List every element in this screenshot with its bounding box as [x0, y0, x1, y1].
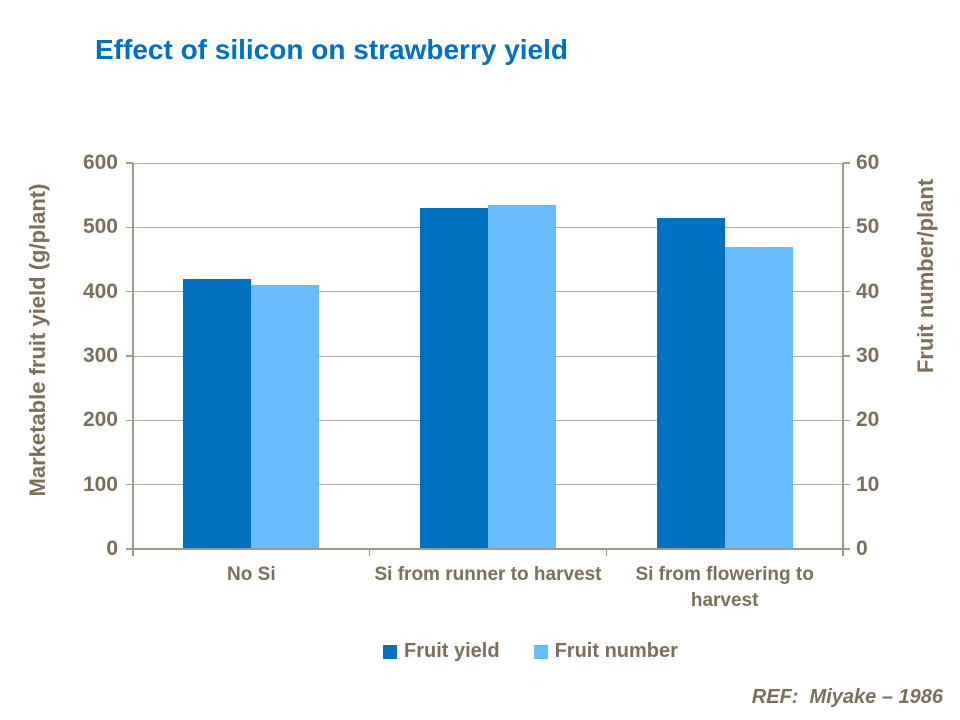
right-axis-tick-label: 30: [856, 344, 880, 367]
legend-label: Fruit yield: [404, 640, 500, 662]
chart-legend: Fruit yield Fruit number: [383, 640, 678, 663]
left-axis-tick-label: 300: [82, 344, 118, 367]
bar-fruit-yield-2: [420, 208, 488, 549]
chart-title: Effect of silicon on strawberry yield: [95, 34, 569, 65]
left-axis-tick: [126, 226, 133, 229]
legend-swatch: [533, 644, 548, 659]
category-label: No Si: [227, 564, 276, 585]
left-axis-tick: [126, 355, 133, 357]
right-axis-tick: [843, 226, 850, 229]
bar-fruit-number-2: [488, 204, 556, 549]
left-axis-tick: [126, 483, 133, 486]
right-axis-tick-label: 40: [856, 279, 880, 303]
right-axis-tick: [843, 548, 850, 550]
axis-left: [132, 163, 134, 556]
bar-fruit-yield-3: [656, 217, 725, 549]
right-axis-tick: [843, 355, 850, 357]
bar-fruit-number-1: [251, 285, 320, 549]
right-axis-tick: [843, 162, 850, 164]
right-axis-tick: [843, 290, 850, 293]
left-axis-tick: [126, 290, 133, 293]
reference-text: REF: Miyake – 1986: [751, 686, 943, 708]
x-axis-tick: [368, 549, 371, 556]
bar-fruit-number-3: [724, 246, 793, 549]
plot-area: 0 0 100 10 200 20 300 30 400 40 500 50 600 60 No Si Si …: [83, 151, 879, 611]
left-axis-tick: [126, 548, 133, 550]
right-axis-tick: [843, 419, 850, 422]
right-axis-tick-label: 20: [856, 408, 880, 432]
axis-right: [842, 163, 844, 556]
category-label: Si from runner to harvest: [374, 564, 602, 585]
right-axis-tick-label: 60: [856, 151, 880, 174]
right-axis-tick-label: 0: [856, 537, 868, 560]
legend-item-fruit-yield: Fruit yield: [383, 640, 500, 663]
right-axis-tick-label: 10: [856, 472, 880, 496]
right-axis-tick: [843, 483, 850, 486]
left-axis-tick-label: 400: [82, 279, 118, 303]
left-axis-tick: [126, 419, 133, 422]
gridline: [133, 162, 843, 164]
axis-bottom: [133, 547, 843, 550]
bar-fruit-yield-1: [183, 278, 252, 549]
left-axis-tick-label: 600: [82, 151, 118, 174]
left-axis-tick-label: 100: [82, 472, 118, 496]
category-label: Si from flowering to harvest: [635, 564, 814, 611]
legend-swatch: [383, 644, 397, 659]
left-axis-title: Marketable fruit yield (g/plant): [25, 183, 50, 497]
left-axis-tick-label: 0: [106, 537, 118, 560]
right-axis-tick-label: 50: [856, 215, 880, 239]
x-axis-tick: [605, 549, 608, 556]
left-axis-tick: [126, 162, 133, 164]
right-axis-title: Fruit number/plant: [913, 178, 938, 374]
legend-label: Fruit number: [554, 640, 678, 662]
left-axis-tick-label: 500: [82, 215, 118, 239]
left-axis-tick-label: 200: [82, 408, 118, 432]
legend-item-fruit-number: Fruit number: [533, 640, 678, 663]
